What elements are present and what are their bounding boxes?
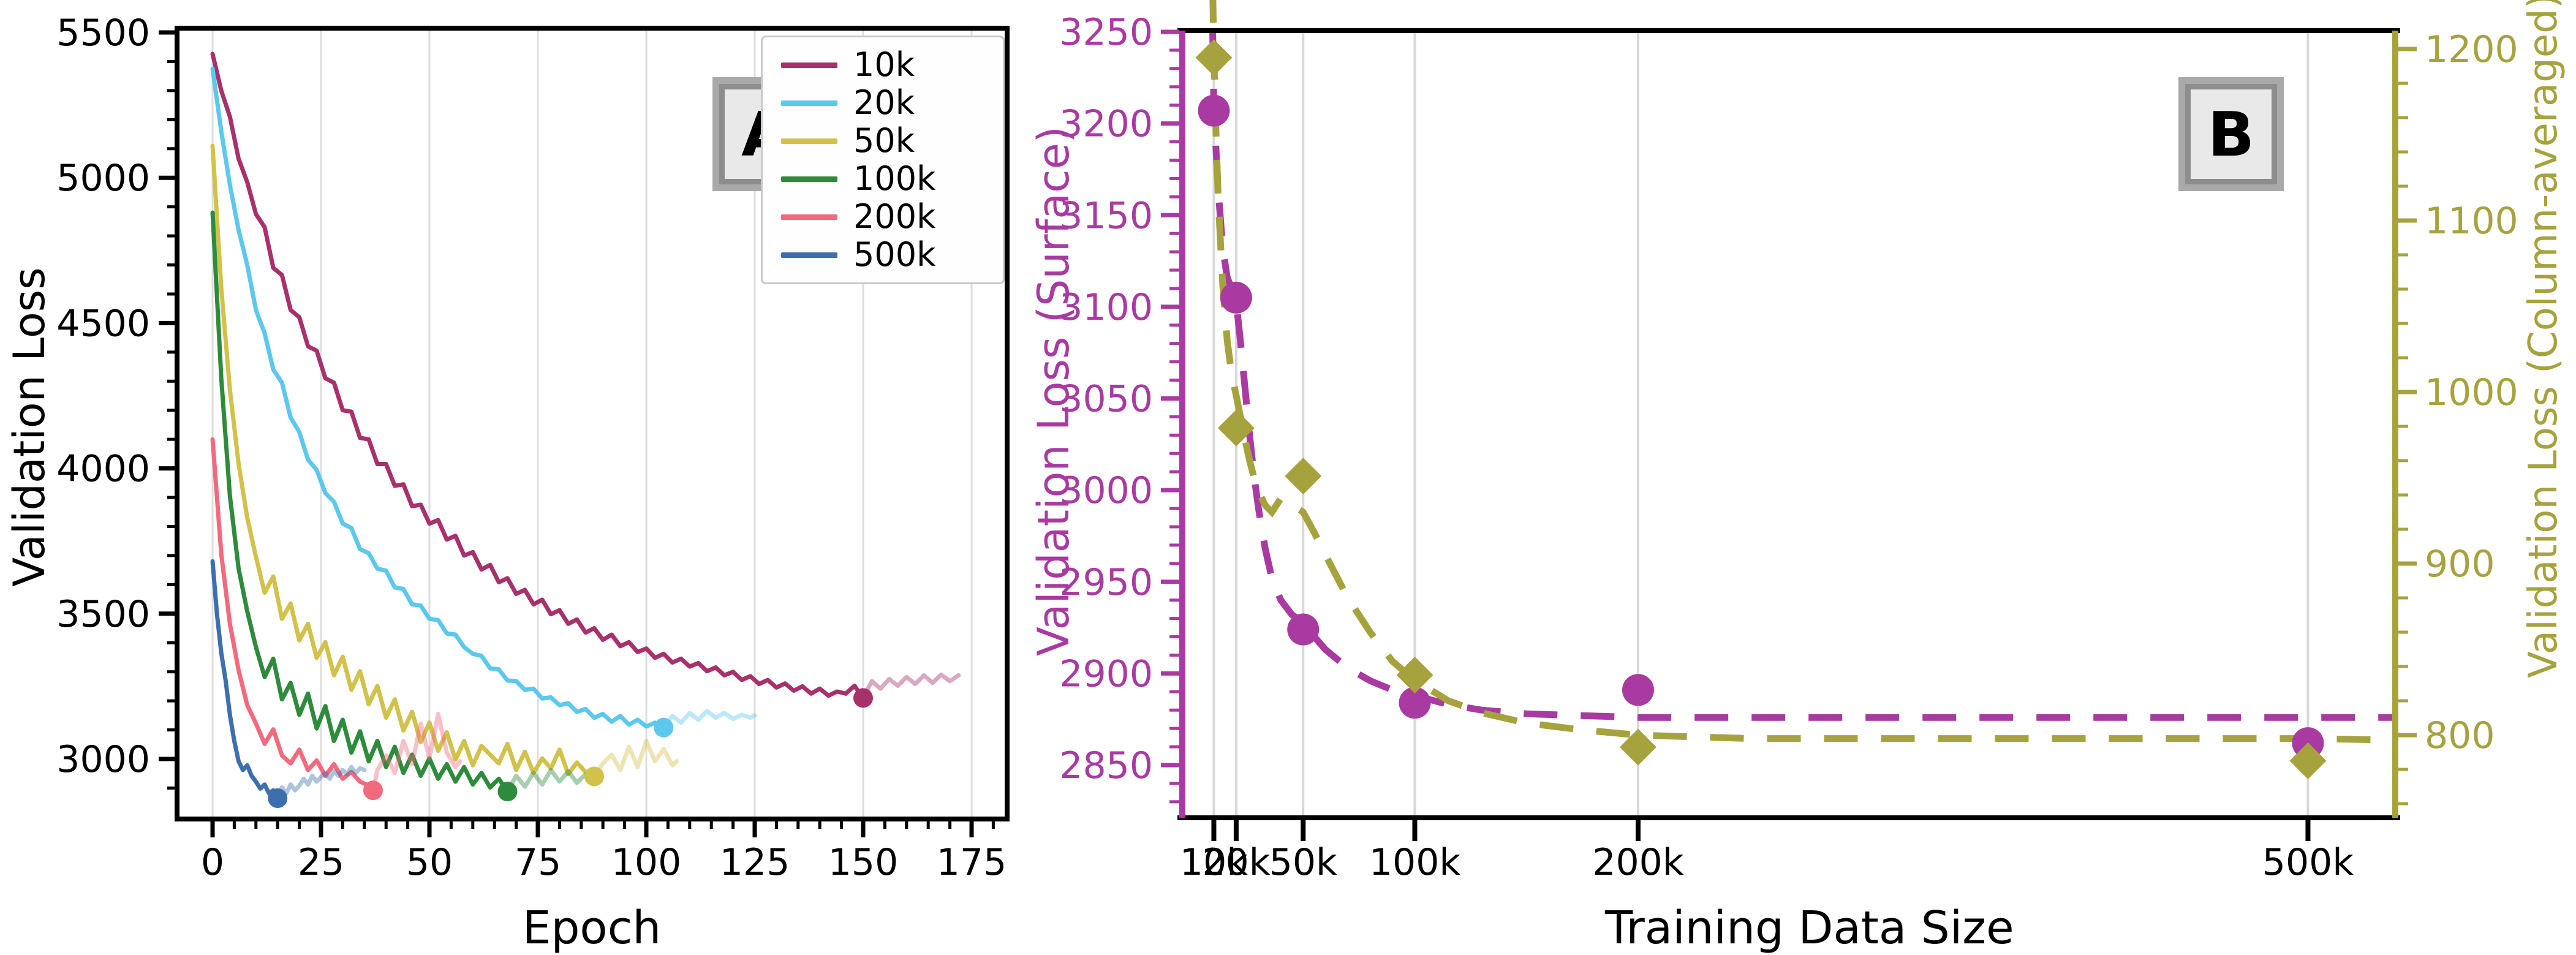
svg-text:1100: 1100 (2425, 200, 2518, 243)
svg-text:200k: 200k (1592, 841, 1684, 884)
legend-line-swatch-500k (781, 252, 837, 258)
svg-text:50k: 50k (1269, 841, 1337, 884)
svg-text:2850: 2850 (1059, 744, 1153, 787)
legend-line-swatch-50k (781, 138, 837, 144)
svg-text:20k: 20k (1202, 841, 1270, 884)
svg-text:50: 50 (406, 841, 453, 884)
legend-line-swatch-200k (781, 214, 837, 220)
legend-line-swatch-20k (781, 100, 837, 106)
svg-text:4000: 4000 (56, 448, 150, 491)
legend-line-swatch-10k (781, 62, 837, 68)
svg-text:2900: 2900 (1059, 652, 1153, 695)
svg-text:175: 175 (937, 841, 1007, 884)
panel-b-right-y-axis-label: Validation Loss (Column-averaged) (2521, 0, 2566, 678)
legend-item-100k: 100k (763, 162, 1003, 195)
legend-item-50k: 50k (763, 124, 1003, 157)
legend-label-100k: 100k (853, 159, 936, 198)
svg-text:150: 150 (828, 841, 899, 884)
svg-text:3000: 3000 (56, 738, 150, 781)
svg-text:1200: 1200 (2425, 28, 2518, 71)
svg-text:25: 25 (298, 841, 344, 884)
svg-text:100: 100 (611, 841, 682, 884)
legend-label-500k: 500k (853, 235, 936, 274)
svg-text:100k: 100k (1369, 841, 1461, 884)
svg-text:2950: 2950 (1059, 561, 1153, 604)
svg-text:125: 125 (720, 841, 790, 884)
legend-label-20k: 20k (853, 83, 915, 122)
panel-b-tag: B (2178, 77, 2284, 191)
svg-text:75: 75 (515, 841, 561, 884)
svg-text:5500: 5500 (56, 12, 150, 55)
svg-text:0: 0 (201, 841, 224, 884)
panel-b-x-axis-label: Training Data Size (1605, 902, 2014, 954)
svg-text:3200: 3200 (1059, 103, 1153, 146)
legend-label-200k: 200k (853, 197, 936, 236)
svg-text:10k: 10k (1180, 841, 1248, 884)
legend-item-20k: 20k (763, 86, 1003, 119)
svg-text:4500: 4500 (56, 302, 150, 345)
legend-item-200k: 200k (763, 200, 1003, 233)
svg-text:500k: 500k (2262, 841, 2354, 884)
svg-text:3250: 3250 (1059, 11, 1153, 54)
svg-text:3500: 3500 (56, 593, 150, 636)
legend-item-500k: 500k (763, 238, 1003, 271)
legend-label-10k: 10k (853, 45, 915, 84)
svg-text:3050: 3050 (1059, 378, 1153, 421)
legend-label-50k: 50k (853, 121, 915, 160)
panel-a-x-axis-label: Epoch (522, 902, 662, 954)
legend-item-10k: 10k (763, 48, 1003, 81)
svg-text:3100: 3100 (1059, 286, 1153, 329)
legend: 10k 20k 50k 100k 200k 500k (761, 36, 1005, 284)
svg-text:1000: 1000 (2425, 371, 2518, 414)
panel-b-left-y-axis-label: Validation Loss (Surface) (1029, 126, 1079, 656)
svg-text:5000: 5000 (56, 157, 150, 200)
legend-line-swatch-100k (781, 176, 837, 182)
svg-text:3000: 3000 (1059, 469, 1153, 512)
svg-text:900: 900 (2425, 543, 2495, 586)
svg-text:800: 800 (2425, 714, 2495, 757)
panel-a-y-axis-label: Validation Loss (4, 267, 55, 587)
svg-text:3150: 3150 (1059, 194, 1153, 237)
